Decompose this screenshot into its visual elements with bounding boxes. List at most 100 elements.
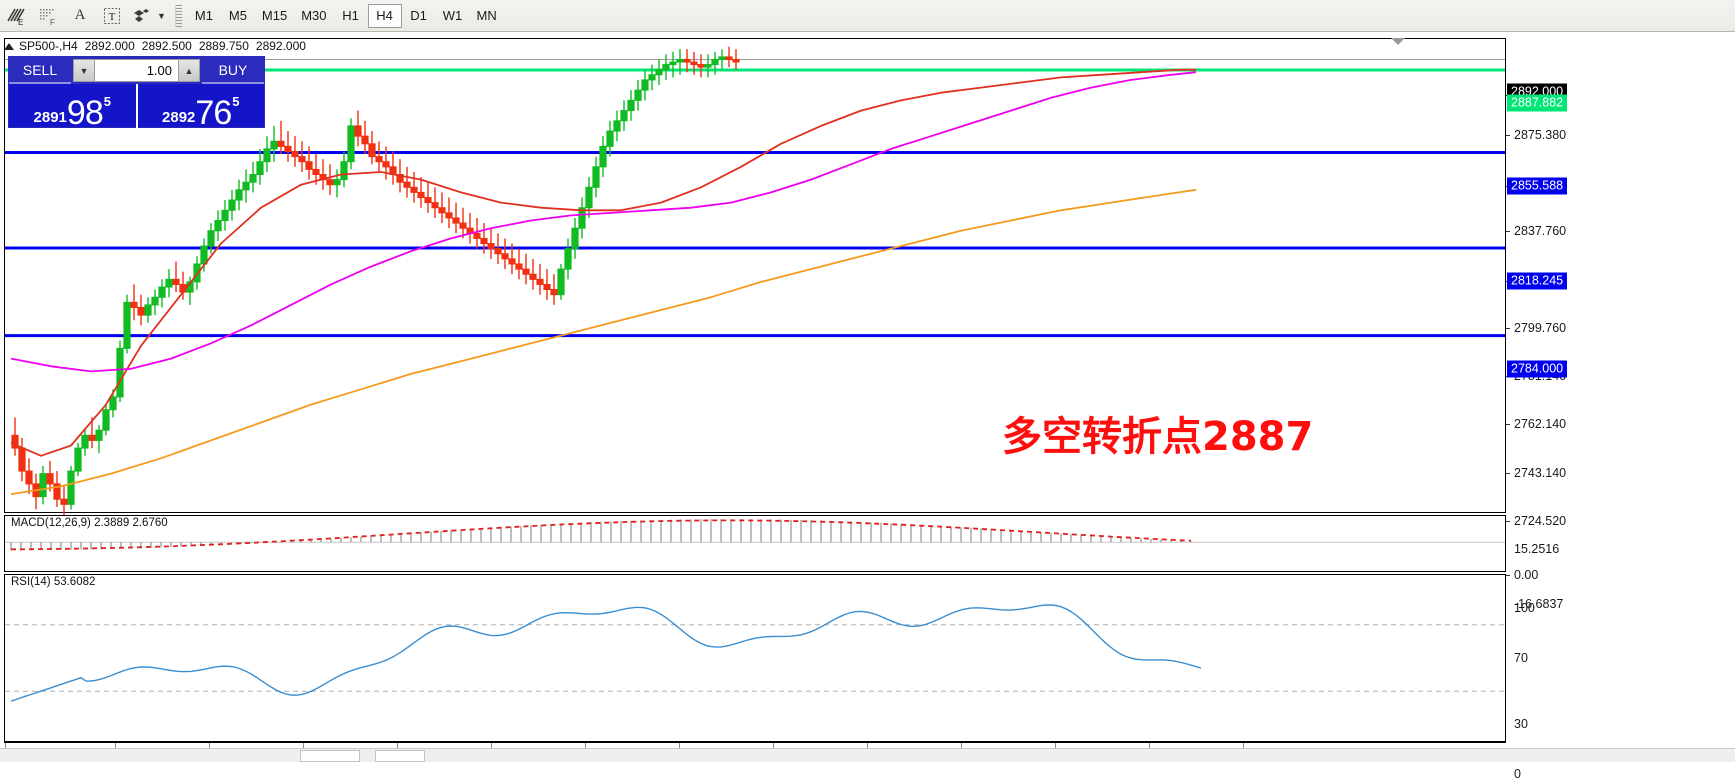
candle-body	[438, 207, 446, 214]
candle-body	[676, 58, 684, 63]
candle-body	[501, 253, 509, 260]
rsi-plot	[5, 604, 1505, 702]
timeframe-m30[interactable]: M30	[301, 8, 327, 23]
candle-body	[326, 179, 334, 186]
expert-advisors-icon[interactable]: E	[1, 3, 31, 29]
bid-price-main: 98	[66, 94, 104, 133]
ma-long-orange	[10, 188, 1197, 495]
bid-price-cell[interactable]: 2891 98 5	[9, 84, 136, 133]
candle-body	[557, 268, 565, 296]
candle-body	[123, 301, 131, 349]
candle-body	[382, 161, 390, 168]
timeframe-h4[interactable]: H4	[367, 3, 402, 28]
level-chip-2818[interactable]: 2818.245	[1507, 272, 1568, 290]
price-axis-tick	[1506, 520, 1510, 522]
candle-body	[711, 58, 719, 66]
candle-body	[354, 125, 362, 137]
svg-text:T: T	[109, 11, 116, 23]
candle-body	[599, 145, 607, 168]
indicators-list-icon[interactable]: F	[33, 3, 63, 29]
candle-body	[158, 286, 166, 298]
macd-pane[interactable]: MACD(12,26,9) 2.3889 2.6760	[4, 515, 1506, 572]
level-chip-2855[interactable]: 2855.588	[1507, 177, 1568, 195]
macd-signal-line	[11, 519, 1192, 551]
candle-body	[221, 209, 229, 222]
macd-axis-tick	[1506, 575, 1510, 577]
candle-body	[648, 74, 656, 81]
candle-body	[564, 248, 572, 270]
macd-axis-label: 0.00	[1514, 568, 1539, 583]
candle-body	[522, 268, 530, 275]
timeframe-mn[interactable]: MN	[476, 8, 497, 23]
candle-body	[18, 447, 26, 472]
bid-price-prefix: 2891	[33, 109, 67, 126]
timeframe-m5[interactable]: M5	[228, 8, 247, 23]
candle-body	[214, 220, 222, 232]
candle-body	[102, 409, 110, 431]
candle-body	[277, 140, 285, 147]
volume-decrease-icon[interactable]: ▼	[73, 59, 95, 82]
octp-price-row[interactable]: 2891 98 5 2892 76 5	[9, 84, 265, 133]
volume-input[interactable]: 1.00	[95, 59, 178, 82]
candle-body	[697, 64, 705, 68]
candle-body	[410, 186, 418, 193]
candle-body	[592, 166, 600, 188]
candle-body	[291, 150, 299, 158]
ask-price-cell[interactable]: 2892 76 5	[135, 84, 265, 133]
candle-body	[298, 156, 306, 163]
sell-button[interactable]: SELL	[9, 57, 71, 84]
level-chip-2784[interactable]: 2784.000	[1507, 360, 1568, 378]
candle-body	[417, 191, 425, 199]
price-axis-label: 2875.380	[1514, 127, 1567, 142]
chart-annotation-text[interactable]: 多空转折点2887	[1002, 414, 1314, 460]
chart-toolbar[interactable]: E F A T	[0, 0, 1735, 32]
candle-body	[25, 470, 33, 485]
candle-body	[424, 197, 432, 204]
timeframe-d1[interactable]: D1	[410, 8, 427, 23]
buy-button[interactable]: BUY	[202, 57, 264, 84]
candle-body	[235, 189, 243, 201]
candle-body	[431, 202, 439, 209]
text-label-icon[interactable]: A	[74, 7, 86, 23]
bid-price-chip[interactable]: 2887.882	[1507, 94, 1568, 112]
volume-increase-icon[interactable]: ▲	[178, 59, 200, 82]
volume-stepper[interactable]: ▼ 1.00 ▲	[73, 59, 200, 82]
octp-controls-row[interactable]: SELL ▼ 1.00 ▲ BUY	[9, 57, 264, 84]
candle-body	[46, 473, 54, 485]
quote-high: 2892.500	[141, 39, 192, 53]
candle-body	[242, 181, 250, 191]
rsi-pane[interactable]: RSI(14) 53.6082	[4, 574, 1506, 742]
one-click-trading-panel[interactable]: SELL ▼ 1.00 ▲ BUY 2891 98 5 2892 76 5	[8, 56, 265, 133]
candle-body	[361, 135, 369, 145]
rsi-title: RSI(14) 53.6082	[9, 576, 98, 588]
candle-body	[368, 143, 376, 158]
price-axis-label: 2762.140	[1514, 417, 1567, 432]
price-axis[interactable]: 2891.0002875.3802855.5882837.7602818.245…	[1506, 70, 1735, 545]
timeframe-h1[interactable]: H1	[342, 8, 359, 23]
rsi-axis-label: 70	[1514, 650, 1528, 665]
chart-window[interactable]: SP500-,H4 2892.000 2892.500 2889.750 289…	[0, 32, 1735, 781]
candle-body	[403, 181, 411, 188]
text-object-icon[interactable]: T	[97, 3, 127, 29]
candle-body	[690, 61, 698, 66]
candle-body	[641, 79, 649, 91]
timeframe-m15[interactable]: M15	[261, 8, 288, 23]
timeframe-w1[interactable]: W1	[442, 8, 463, 23]
objects-dropdown-caret-icon[interactable]: ▼	[157, 10, 166, 21]
candle-body	[263, 148, 271, 163]
candle-body	[109, 396, 117, 411]
status-bar	[0, 748, 1735, 762]
objects-icon[interactable]	[129, 3, 159, 29]
price-axis-label: 2799.760	[1514, 321, 1567, 336]
candle-body	[662, 64, 670, 71]
macd-plot	[5, 519, 1505, 551]
collapse-triangle-icon[interactable]	[4, 42, 14, 50]
candle-body	[473, 232, 481, 239]
ask-price-main: 76	[195, 94, 232, 133]
bid-price-fraction: 5	[103, 94, 111, 109]
timeframe-m1[interactable]: M1	[194, 8, 213, 23]
chart-minimize-icon[interactable]	[1391, 38, 1405, 45]
rsi-axis-label: 100	[1514, 601, 1535, 615]
candle-body	[228, 199, 236, 211]
svg-text:F: F	[50, 18, 55, 26]
